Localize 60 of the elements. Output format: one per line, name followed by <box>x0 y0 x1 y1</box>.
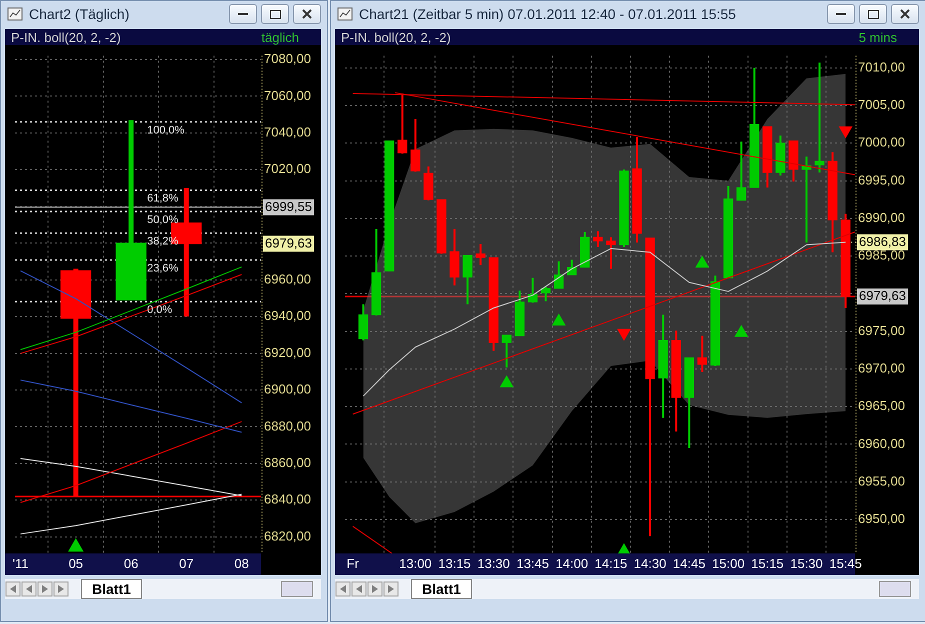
annotation: 38,2% <box>147 236 178 248</box>
ref-line-label: 6999,55 <box>265 198 312 214</box>
y-tick-label: 7010,00 <box>858 59 905 74</box>
x-tick-label: 13:15 <box>438 556 471 571</box>
y-tick-label: 6860,00 <box>264 455 311 470</box>
y-tick-label: 6900,00 <box>264 382 311 397</box>
y-tick-label: 6960,00 <box>264 271 311 286</box>
y-tick-label: 7060,00 <box>264 88 311 103</box>
y-tick-label: 7000,00 <box>858 134 905 150</box>
x-tick-label: 15:00 <box>712 556 745 571</box>
chart-title: Chart2 (Täglich) <box>29 6 130 22</box>
annotation: 61,8% <box>147 192 178 205</box>
x-tick-label: 06 <box>124 556 138 571</box>
y-tick-label: 6995,00 <box>858 172 905 188</box>
x-tick-label: 15:15 <box>751 556 784 571</box>
annotation: 50,0% <box>147 214 178 226</box>
x-tick-label: 07 <box>179 556 194 571</box>
x-tick-label: '11 <box>12 556 29 571</box>
x-tick-label: 08 <box>234 556 249 571</box>
chart-subtitle: P-IN. boll(20, 2, -2) <box>11 30 121 44</box>
text: täglich <box>261 30 299 44</box>
y-tick-label: 6950,00 <box>858 511 905 526</box>
text: Blatt1 <box>81 579 142 599</box>
annotation: 100,0% <box>147 124 185 136</box>
y-tick-label: 6975,00 <box>858 322 905 338</box>
y-tick-label: 6965,00 <box>858 398 905 414</box>
text: 5 mins <box>858 30 897 44</box>
ref-line-label: 6979,63 <box>859 288 906 304</box>
x-tick-label: 14:00 <box>556 556 588 571</box>
y-tick-label: 6940,00 <box>264 308 311 324</box>
chart-subtitle: P-IN. boll(20, 2, -2) <box>341 30 451 44</box>
x-tick-label: 05 <box>68 556 84 571</box>
y-tick-label: 7080,00 <box>264 51 311 66</box>
text: 6979,63 <box>265 235 312 250</box>
annotation: 6986,83 <box>859 234 906 249</box>
y-tick-label: 7040,00 <box>264 124 311 140</box>
x-tick-label: 15:30 <box>790 556 823 571</box>
x-tick-label: 14:30 <box>634 556 666 571</box>
x-tick-label: 13:00 <box>399 556 432 571</box>
y-tick-label: 6960,00 <box>858 436 905 451</box>
y-tick-label: 6955,00 <box>858 473 905 488</box>
y-tick-label: 6820,00 <box>264 528 311 544</box>
y-tick-label: 6970,00 <box>858 360 905 376</box>
x-tick-label: 14:45 <box>672 556 706 571</box>
y-tick-label: 6985,00 <box>858 248 905 263</box>
y-tick-label: 6920,00 <box>264 344 311 360</box>
annotation: 0,0% <box>147 304 172 316</box>
y-tick-label: 7005,00 <box>858 97 905 112</box>
x-tick-label: 13:45 <box>516 556 550 571</box>
x-tick-label: 13:30 <box>477 556 510 571</box>
y-tick-label: 6840,00 <box>264 492 311 507</box>
y-tick-label: 7020,00 <box>264 161 311 176</box>
x-tick-label: 14:15 <box>594 556 628 571</box>
chart-title: Chart21 (Zeitbar 5 min) 07.01.2011 12:40 - 07.01.2011 15:55 <box>359 6 737 22</box>
y-tick-label: 6880,00 <box>264 418 311 434</box>
y-tick-label: 6990,00 <box>858 210 905 225</box>
x-tick-label: Fr <box>346 556 360 571</box>
annotation: 23,6% <box>147 262 178 275</box>
x-tick-label: 15:45 <box>829 556 862 571</box>
text: Blatt1 <box>411 579 472 599</box>
